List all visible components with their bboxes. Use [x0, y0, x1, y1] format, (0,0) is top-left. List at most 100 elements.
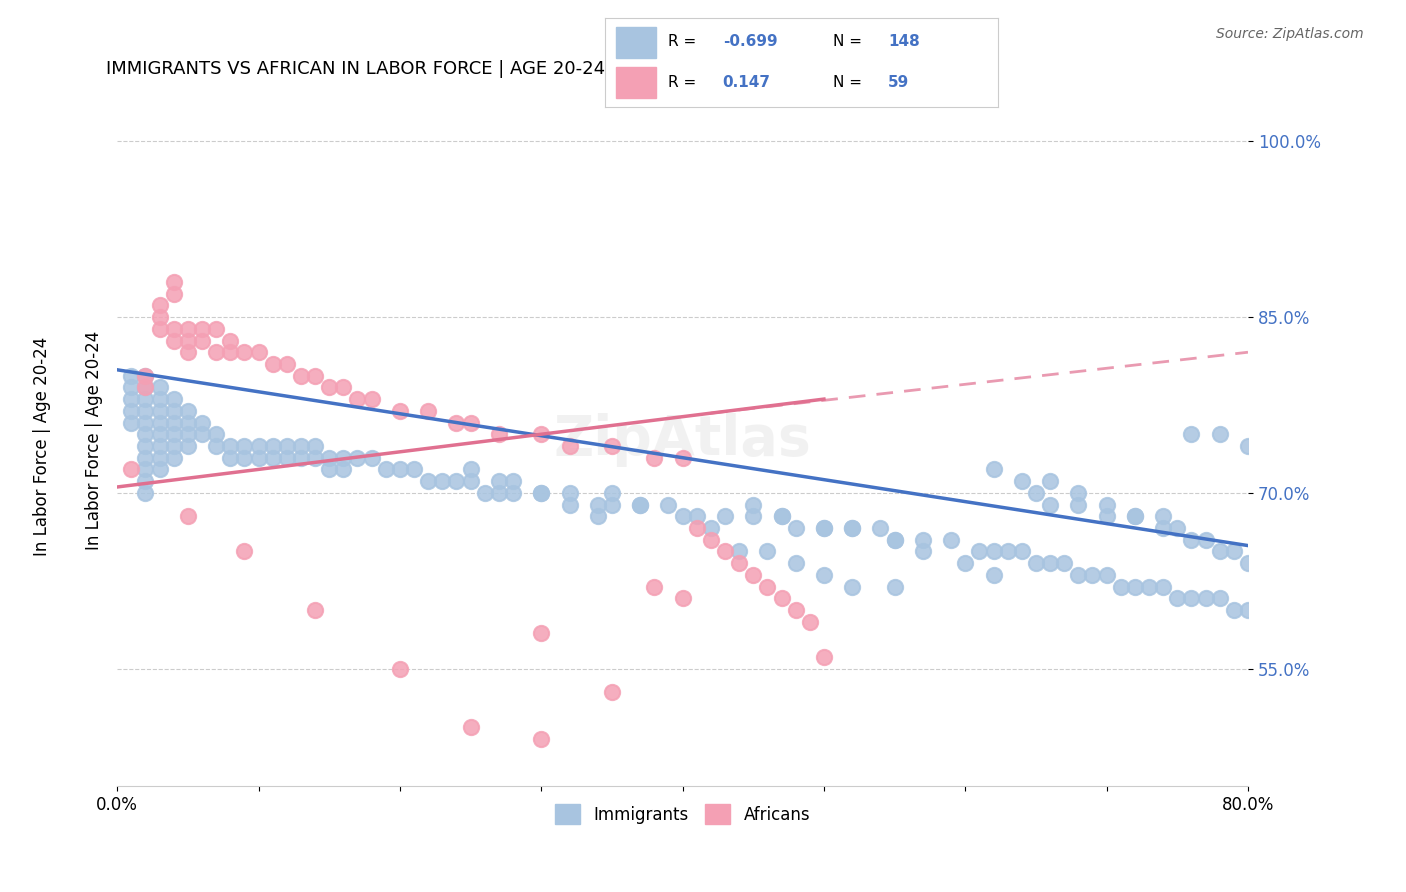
Point — [1180, 533, 1202, 547]
Point — [219, 334, 242, 348]
Point — [332, 380, 354, 394]
Point — [318, 380, 340, 394]
Point — [700, 521, 723, 535]
Point — [1223, 544, 1246, 558]
Point — [304, 439, 326, 453]
Point — [728, 544, 751, 558]
Point — [770, 509, 793, 524]
Point — [163, 275, 186, 289]
FancyBboxPatch shape — [616, 67, 655, 98]
Point — [134, 450, 156, 465]
Point — [247, 450, 270, 465]
Point — [883, 533, 905, 547]
Point — [1180, 591, 1202, 606]
Point — [1237, 556, 1260, 570]
Point — [1067, 498, 1090, 512]
Point — [360, 392, 382, 406]
Point — [134, 380, 156, 394]
Point — [813, 649, 835, 664]
Y-axis label: In Labor Force | Age 20-24: In Labor Force | Age 20-24 — [86, 330, 103, 549]
Point — [177, 404, 200, 418]
Point — [1180, 427, 1202, 442]
Text: 0.147: 0.147 — [723, 75, 770, 89]
Point — [177, 322, 200, 336]
Point — [643, 580, 665, 594]
Point — [983, 567, 1005, 582]
Point — [756, 580, 779, 594]
Point — [120, 416, 142, 430]
Point — [1209, 427, 1232, 442]
Point — [134, 380, 156, 394]
Point — [134, 462, 156, 476]
Point — [177, 439, 200, 453]
Point — [1011, 474, 1033, 488]
Point — [346, 450, 368, 465]
Text: IMMIGRANTS VS AFRICAN IN LABOR FORCE | AGE 20-24 CORRELATION CHART: IMMIGRANTS VS AFRICAN IN LABOR FORCE | A… — [105, 60, 806, 78]
Point — [841, 521, 863, 535]
Point — [1137, 580, 1160, 594]
Point — [149, 462, 172, 476]
Point — [1194, 591, 1216, 606]
Point — [883, 533, 905, 547]
Point — [1011, 544, 1033, 558]
Point — [149, 450, 172, 465]
Point — [502, 486, 524, 500]
Point — [1209, 591, 1232, 606]
Point — [1152, 521, 1174, 535]
Point — [997, 544, 1019, 558]
Text: Source: ZipAtlas.com: Source: ZipAtlas.com — [1216, 27, 1364, 41]
Point — [813, 521, 835, 535]
Point — [388, 404, 411, 418]
Point — [474, 486, 496, 500]
Point — [149, 439, 172, 453]
Point — [191, 334, 214, 348]
Point — [149, 310, 172, 324]
Point — [446, 474, 468, 488]
Point — [1237, 439, 1260, 453]
Point — [149, 298, 172, 312]
Point — [530, 486, 553, 500]
Point — [1039, 498, 1062, 512]
Point — [1166, 521, 1188, 535]
Point — [558, 498, 581, 512]
Point — [346, 392, 368, 406]
Point — [460, 474, 482, 488]
Point — [460, 720, 482, 734]
Point — [1109, 580, 1132, 594]
Point — [742, 567, 765, 582]
Point — [276, 450, 298, 465]
Point — [785, 521, 807, 535]
Point — [247, 439, 270, 453]
Point — [983, 544, 1005, 558]
Point — [1166, 591, 1188, 606]
Point — [191, 416, 214, 430]
Point — [600, 498, 623, 512]
Point — [163, 450, 186, 465]
Point — [600, 439, 623, 453]
Point — [134, 368, 156, 383]
Point — [276, 357, 298, 371]
Point — [149, 427, 172, 442]
Text: 148: 148 — [889, 35, 920, 49]
Point — [120, 368, 142, 383]
Point — [262, 357, 284, 371]
Point — [304, 368, 326, 383]
Point — [163, 392, 186, 406]
Point — [290, 439, 312, 453]
Point — [1081, 567, 1104, 582]
Point — [163, 416, 186, 430]
Point — [233, 544, 256, 558]
Point — [219, 450, 242, 465]
Point — [134, 404, 156, 418]
Point — [657, 498, 679, 512]
Point — [530, 486, 553, 500]
Point — [742, 509, 765, 524]
Point — [770, 591, 793, 606]
Point — [388, 462, 411, 476]
Point — [460, 462, 482, 476]
Point — [262, 450, 284, 465]
Point — [813, 521, 835, 535]
Point — [177, 427, 200, 442]
Point — [304, 603, 326, 617]
Point — [388, 662, 411, 676]
